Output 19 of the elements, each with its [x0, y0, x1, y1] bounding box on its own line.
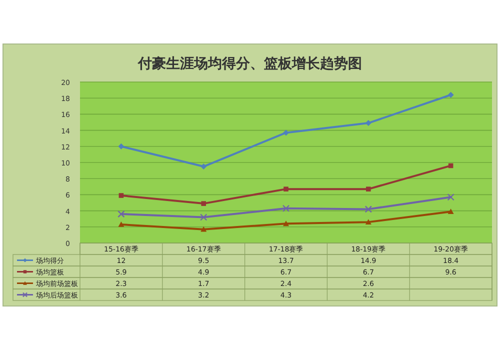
point: [200, 164, 207, 170]
point: [366, 186, 371, 192]
point: [283, 220, 289, 226]
point: [283, 130, 289, 136]
point: [448, 92, 454, 98]
point: [200, 226, 207, 232]
point: [284, 186, 288, 192]
point: [118, 143, 124, 150]
point: [447, 194, 454, 201]
point: [365, 219, 372, 224]
chart-title: 付豪生涯场均得分、篮板增长趋势图: [137, 56, 362, 72]
point: [201, 201, 206, 206]
point: [118, 210, 125, 218]
point: [118, 193, 124, 198]
point: [282, 204, 290, 212]
point: [200, 214, 208, 221]
point: [448, 208, 454, 214]
point: [364, 206, 372, 213]
point: [118, 221, 124, 227]
